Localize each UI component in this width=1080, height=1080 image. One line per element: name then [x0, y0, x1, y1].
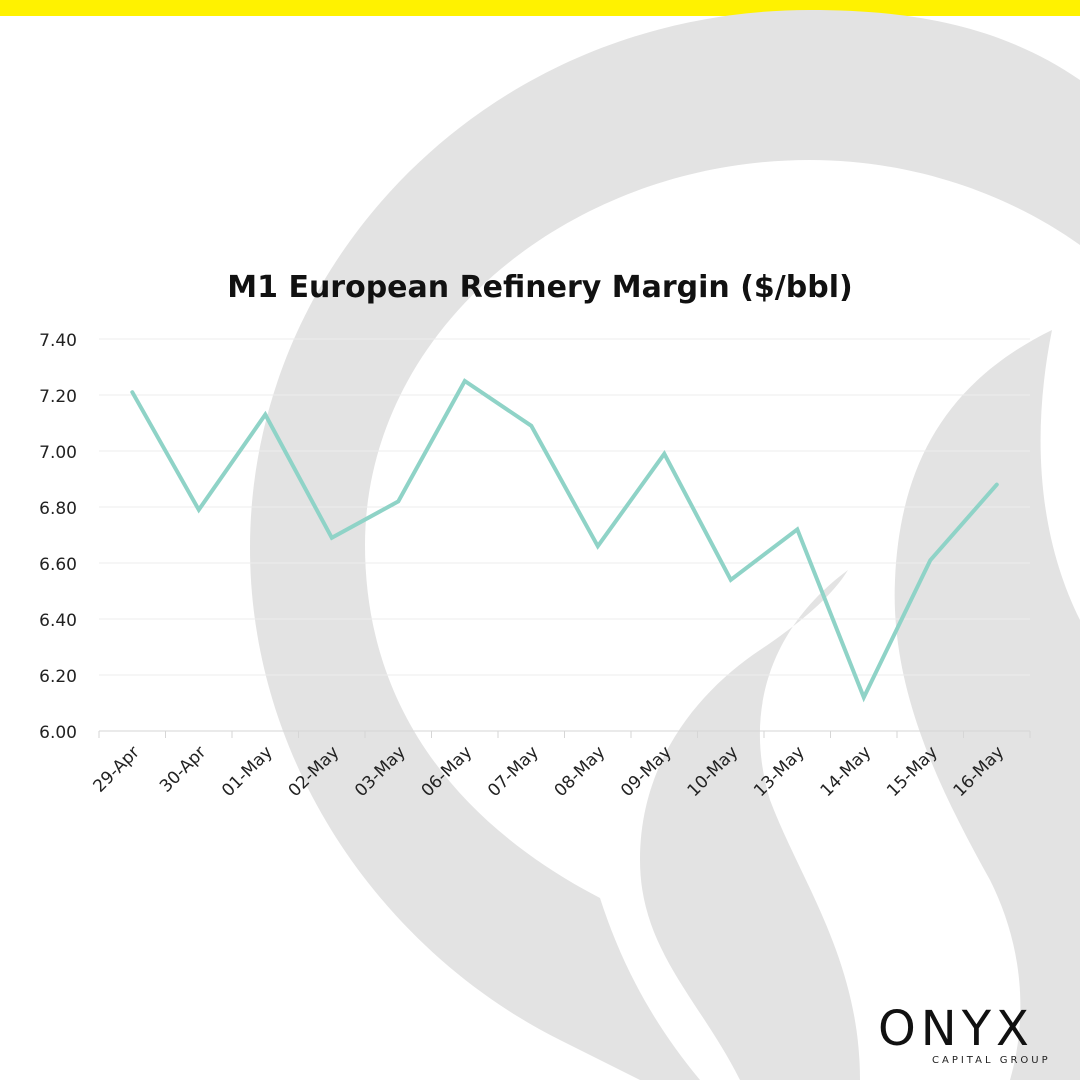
x-tick-label: 09-May: [617, 742, 676, 801]
x-tick-label: 30-Apr: [156, 742, 210, 796]
x-tick-label: 16-May: [950, 742, 1009, 801]
gridlines: [99, 338, 1030, 676]
y-tick-label: 7.40: [39, 331, 77, 351]
series-layer: [130, 378, 999, 703]
watermark-ring: [250, 10, 1080, 1080]
brand-name: ONYX: [878, 1001, 1034, 1057]
x-tick-label: 03-May: [351, 742, 410, 801]
y-tick-label: 7.00: [39, 443, 77, 463]
brand-tagline: CAPITAL GROUP: [932, 1055, 1051, 1066]
y-tick-label: 7.20: [39, 387, 77, 407]
watermark-flame-right: [894, 330, 1080, 1080]
x-axis: [98, 730, 1031, 738]
x-tick-label: 07-May: [484, 742, 543, 801]
series-line: [130, 378, 999, 703]
x-tick-label: 15-May: [883, 742, 942, 801]
x-tick-label: 13-May: [750, 742, 809, 801]
onyx-logo: ONYX CAPITAL GROUP: [878, 1003, 1068, 1073]
x-tick-label: 10-May: [684, 742, 743, 801]
y-tick-label: 6.00: [39, 723, 77, 743]
x-tick-label: 02-May: [285, 742, 344, 801]
x-tick-label: 08-May: [551, 742, 610, 801]
y-tick-label: 6.60: [39, 555, 77, 575]
y-axis-ticks: 6.00 6.20 6.40 6.60 6.80 7.00 7.20 7.40: [39, 331, 77, 743]
y-tick-label: 6.20: [39, 667, 77, 687]
y-tick-label: 6.80: [39, 499, 77, 519]
watermark-flame-left: [640, 570, 860, 1080]
x-tick-label: 01-May: [218, 742, 277, 801]
x-tick-label: 14-May: [817, 742, 876, 801]
chart-title: M1 European Refinery Margin ($/bbl): [227, 270, 853, 305]
x-axis-ticks: 29-Apr 30-Apr 01-May 02-May 03-May 06-May 07-M…: [89, 742, 1008, 801]
y-tick-label: 6.40: [39, 611, 77, 631]
x-tick-label: 29-Apr: [89, 742, 143, 796]
x-tick-label: 06-May: [418, 742, 477, 801]
